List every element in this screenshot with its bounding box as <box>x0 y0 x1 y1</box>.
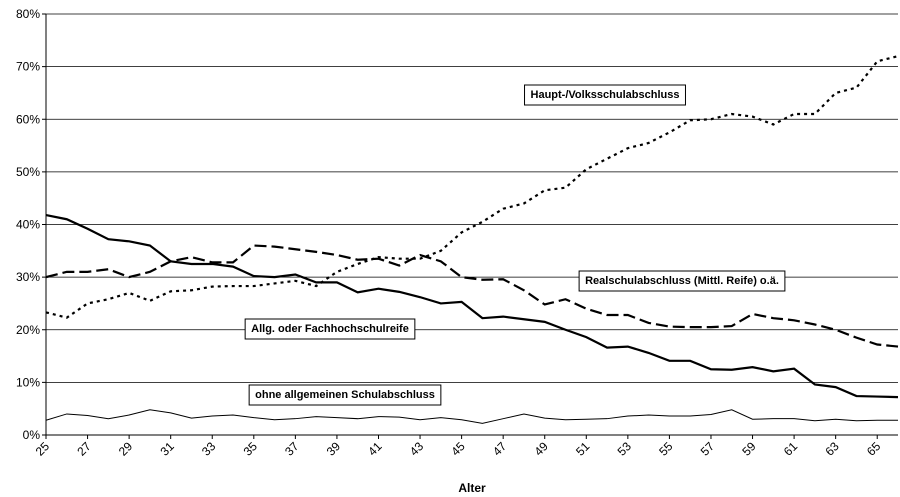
x-axis-label: Alter <box>458 481 486 495</box>
x-tick-label: 55 <box>656 439 676 459</box>
x-tick-label: 39 <box>324 439 344 459</box>
series-label-text: Haupt-/Volksschulabschluss <box>531 89 680 101</box>
series-label-box <box>248 384 442 406</box>
x-tick-label: 29 <box>116 439 136 459</box>
y-tick-label: 60% <box>16 112 40 126</box>
x-tick-label: 63 <box>822 439 842 459</box>
y-tick-label: 30% <box>16 270 40 284</box>
series-label-box <box>578 270 786 292</box>
x-tick-label: 33 <box>199 439 219 459</box>
series-label: Haupt-/Volksschulabschluss <box>524 84 686 106</box>
series-label-text: Realschulabschluss (Mittl. Reife) o.ä. <box>585 275 779 287</box>
series-label: ohne allgemeinen Schulabschluss <box>248 384 442 406</box>
y-tick-label: 40% <box>16 218 40 232</box>
x-tick-label: 43 <box>407 439 427 459</box>
series-line <box>45 244 899 348</box>
series-label-text: Allg. oder Fachhochschulreife <box>251 323 409 335</box>
series-label: Allg. oder Fachhochschulreife <box>244 318 416 340</box>
y-tick-label: 0% <box>23 428 41 442</box>
x-tick-label: 49 <box>532 439 552 459</box>
series-label-box <box>524 84 686 106</box>
y-tick-label: 10% <box>16 375 40 389</box>
x-tick-label: 37 <box>282 439 302 459</box>
x-tick-label: 53 <box>615 439 635 459</box>
x-tick-label: 45 <box>448 439 468 459</box>
x-tick-label: 57 <box>698 439 718 459</box>
x-tick-label: 35 <box>241 439 261 459</box>
x-tick-label: 27 <box>74 439 94 459</box>
x-tick-label: 65 <box>864 439 884 459</box>
y-tick-label: 80% <box>16 7 40 21</box>
x-tick-label: 61 <box>781 439 801 459</box>
series-label-box <box>244 318 416 340</box>
y-tick-label: 20% <box>16 323 40 337</box>
x-tick-label: 51 <box>573 439 593 459</box>
y-tick-label: 50% <box>16 165 40 179</box>
series-line <box>45 409 898 424</box>
series-label-text: ohne allgemeinen Schulabschluss <box>255 389 435 401</box>
series-line <box>45 213 899 399</box>
x-tick-label: 31 <box>157 439 177 459</box>
x-tick-label: 47 <box>490 439 510 459</box>
x-tick-label: 41 <box>365 439 385 459</box>
x-tick-label: 59 <box>739 439 759 459</box>
y-tick-label: 70% <box>16 60 40 74</box>
series-label: Realschulabschluss (Mittl. Reife) o.ä. <box>578 270 786 292</box>
